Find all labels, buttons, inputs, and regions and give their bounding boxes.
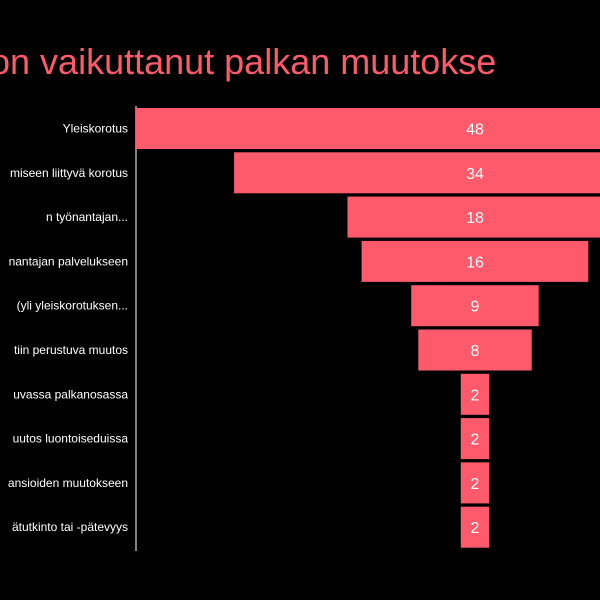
category-label: Yleiskorotus	[63, 122, 128, 136]
value-label: 18	[466, 210, 484, 227]
category-labels-group: Yleiskorotus miseen liittyvä korotus n työ…	[8, 122, 128, 535]
funnel-bar	[460, 418, 490, 460]
category-label: tiin perustuva muutos	[14, 343, 128, 357]
value-label: 2	[471, 520, 480, 537]
funnel-bar	[460, 462, 490, 504]
funnel-bar	[418, 329, 532, 371]
value-label: 34	[466, 166, 484, 183]
category-label: (yli yleiskorotuksen...	[17, 299, 128, 313]
value-label: 48	[466, 122, 484, 139]
value-label: 2	[471, 432, 480, 449]
category-label: miseen liittyvä korotus	[10, 166, 128, 180]
funnel-bar	[136, 108, 600, 149]
value-labels-group: 48 34 18 16 9 8 2 2 2 2	[466, 122, 484, 538]
funnel-bar	[234, 152, 600, 194]
category-label: n työnantajan...	[46, 210, 128, 224]
value-label: 8	[471, 343, 480, 360]
funnel-bar	[361, 240, 589, 282]
category-label: uutos luontoiseduissa	[13, 432, 129, 446]
chart-title: on vaikuttanut palkan muutokse	[0, 41, 497, 82]
funnel-bar	[460, 373, 490, 415]
category-label: nantajan palvelukseen	[9, 254, 128, 268]
category-label: ätutkinto tai -pätevyys	[12, 520, 128, 534]
category-label: uvassa palkanosassa	[13, 387, 128, 401]
funnel-bar	[460, 506, 490, 548]
bars-group	[136, 108, 600, 548]
value-label: 16	[466, 254, 484, 271]
value-label: 2	[471, 387, 480, 404]
funnel-bar	[347, 196, 600, 238]
value-label: 2	[471, 476, 480, 493]
category-label: ansioiden muutokseen	[8, 476, 128, 490]
funnel-bar	[411, 285, 539, 327]
value-label: 9	[471, 299, 480, 316]
